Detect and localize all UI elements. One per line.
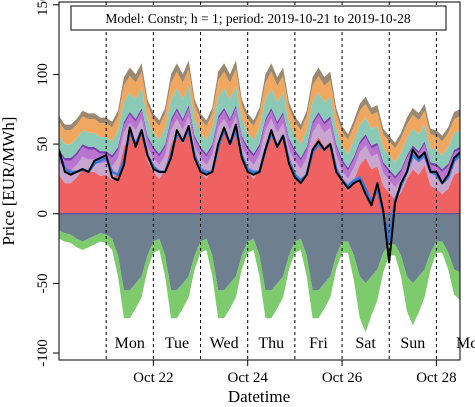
day-label-mon: Mon (456, 335, 475, 352)
y-tick-label: -50 (35, 273, 51, 293)
day-label-wed: Wed (210, 335, 239, 352)
stacked-negative-areas (59, 213, 460, 333)
x-tick-label: Oct 22 (133, 370, 173, 386)
x-axis-title: Datetime (228, 387, 290, 406)
y-axis-title: Price [EUR/MWh] (0, 117, 18, 246)
negative-area-1 (59, 213, 460, 291)
y-tick-label: 150 (35, 0, 51, 16)
positive-area-6 (59, 68, 460, 163)
positive-area-2 (59, 116, 460, 200)
x-tick-label: Oct 28 (416, 370, 456, 386)
day-labels: Mon Tue Wed Thu Fri Sat Sun Mon (115, 335, 475, 352)
y-tick-label: -100 (35, 339, 51, 367)
day-label-fri: Fri (309, 335, 328, 352)
y-axis: -100 -50 0 50 100 150 (35, 0, 59, 367)
positive-area-5 (59, 85, 460, 177)
positive-area-3 (59, 107, 460, 188)
x-axis: Oct 22 Oct 24 Oct 26 Oct 28 (133, 360, 457, 386)
actual-price-line (59, 123, 460, 264)
chart-title-box: Model: Constr; h = 1; period: 2019-10-21… (70, 5, 447, 31)
day-label-sun: Sun (400, 335, 425, 352)
day-label-thu: Thu (258, 335, 284, 352)
price-lines (59, 123, 460, 264)
day-label-sat: Sat (355, 335, 376, 352)
day-label-tue: Tue (165, 335, 189, 352)
y-tick-label: 0 (35, 210, 51, 218)
y-tick-label: 100 (35, 63, 51, 86)
negative-area-2 (59, 230, 460, 333)
x-tick-label: Oct 26 (322, 370, 363, 386)
x-tick-label: Oct 24 (227, 370, 268, 386)
chart-title: Model: Constr; h = 1; period: 2019-10-21… (105, 11, 411, 26)
plot-frame (58, 1, 461, 361)
day-label-mon: Mon (115, 335, 145, 352)
y-tick-label: 50 (35, 137, 51, 152)
